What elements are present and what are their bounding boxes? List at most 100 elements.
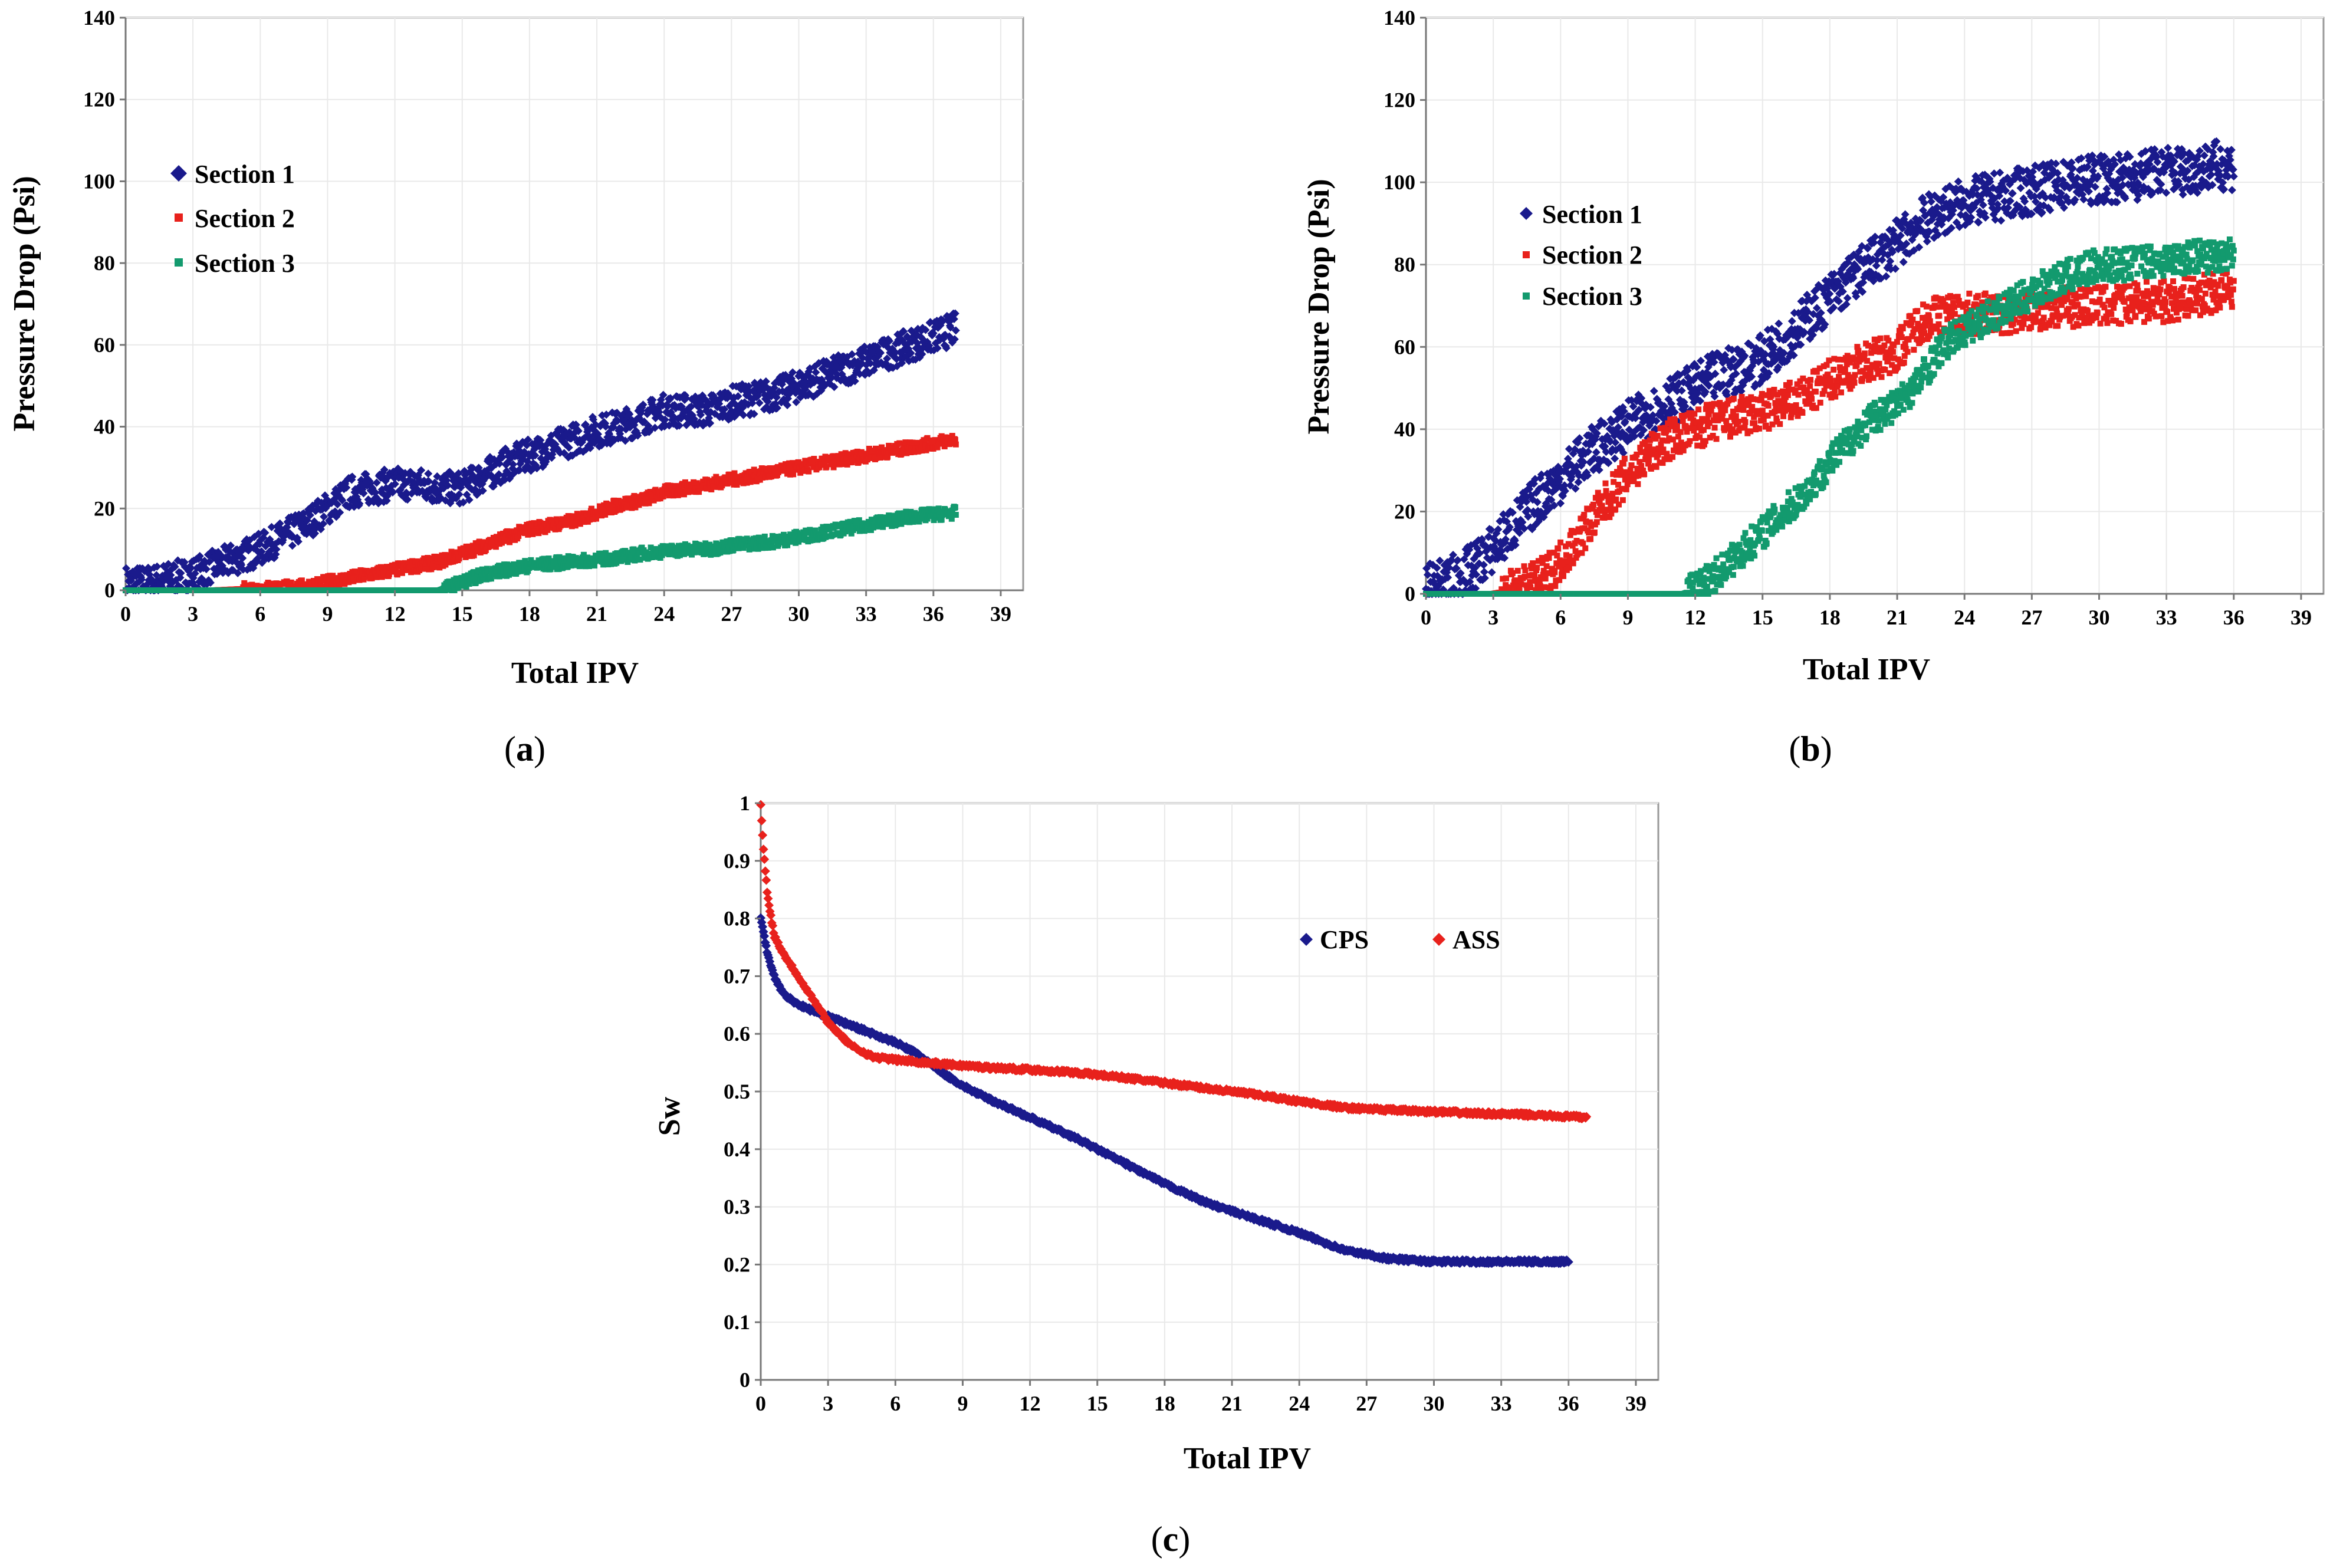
legend-marker-section-3-a <box>175 258 183 267</box>
data-point <box>417 466 426 475</box>
data-point <box>425 477 433 486</box>
data-point <box>675 421 683 430</box>
data-point <box>625 410 634 419</box>
data-point <box>494 470 503 479</box>
data-point <box>602 422 610 431</box>
y-tick-label: 80 <box>94 251 115 275</box>
data-point <box>790 471 797 478</box>
data-point <box>176 568 185 577</box>
x-tick-label: 9 <box>322 602 333 626</box>
data-point <box>275 519 284 528</box>
data-point <box>430 478 439 487</box>
data-point <box>170 563 179 571</box>
data-point <box>380 465 389 474</box>
data-point <box>659 390 668 399</box>
data-point <box>319 520 328 528</box>
data-point <box>122 564 131 573</box>
data-point <box>305 511 314 520</box>
data-point <box>348 472 357 481</box>
data-point <box>617 425 626 433</box>
data-point <box>336 508 344 517</box>
data-point <box>202 565 211 574</box>
data-point <box>271 550 280 558</box>
data-point <box>952 441 959 448</box>
data-point <box>663 402 672 411</box>
panel-caption-a: (a) <box>504 729 545 768</box>
x-tick-label: 12 <box>385 602 406 626</box>
data-point <box>226 541 235 550</box>
legend-label-section-3-a: Section 3 <box>195 249 295 278</box>
x-tick-label: 21 <box>586 602 607 626</box>
data-point <box>311 529 320 538</box>
data-point <box>206 578 215 587</box>
x-tick-label: 30 <box>788 602 810 626</box>
data-point <box>267 522 276 531</box>
panel-letter-a: a <box>516 729 534 768</box>
data-point <box>326 517 334 526</box>
legend-label-section-2-a: Section 2 <box>195 204 295 233</box>
y-tick-label: 140 <box>83 6 115 29</box>
y-tick-label: 60 <box>94 333 115 357</box>
data-point <box>320 512 328 521</box>
data-point <box>455 490 464 499</box>
data-point <box>640 418 649 426</box>
data-point <box>621 436 630 445</box>
data-point <box>137 575 146 584</box>
data-point <box>145 570 154 579</box>
data-point <box>272 545 281 554</box>
data-point <box>650 423 659 432</box>
y-axis-label-a: Pressure Drop (Psi) <box>8 176 41 431</box>
data-point <box>195 552 204 561</box>
chart-panel-a: 0 3 6 9 12 15 18 21 24 27 30 33 36 390204060801001201… <box>8 6 1024 768</box>
data-point <box>288 541 297 550</box>
data-point <box>952 512 959 518</box>
data-point <box>509 460 518 469</box>
data-point <box>403 495 412 504</box>
data-point <box>478 486 487 495</box>
data-point <box>465 495 474 504</box>
data-point <box>639 400 648 409</box>
legend-label-section-1-a: Section 1 <box>195 160 295 189</box>
data-point <box>234 568 242 577</box>
data-point <box>257 547 266 556</box>
data-point <box>164 560 173 568</box>
data-point <box>338 496 347 505</box>
data-point <box>359 489 368 498</box>
data-point <box>238 554 247 563</box>
data-point <box>443 481 452 490</box>
data-point <box>524 435 533 444</box>
data-point <box>952 504 958 511</box>
x-tick-label: 27 <box>721 602 742 626</box>
data-point <box>574 426 583 435</box>
data-point <box>633 431 642 440</box>
data-point <box>390 479 399 488</box>
data-point <box>355 499 364 508</box>
gridlines-a <box>124 17 1023 591</box>
data-point <box>153 562 162 571</box>
legend-marker-section-2-a <box>175 213 183 222</box>
series-section-1 <box>121 309 960 594</box>
data-point <box>696 410 705 419</box>
y-tick-label: 20 <box>94 497 115 520</box>
y-tick-label: 100 <box>83 169 115 193</box>
x-tick-label: 18 <box>519 602 540 626</box>
data-point <box>388 488 397 497</box>
data-point <box>690 415 699 423</box>
data-point <box>681 393 690 402</box>
data-point <box>706 419 715 428</box>
x-tick-label: 6 <box>255 602 265 626</box>
data-point <box>294 537 303 546</box>
data-point <box>564 443 573 452</box>
data-point <box>498 453 507 462</box>
x-axis-label-a: Total IPV <box>511 656 639 690</box>
x-tick-label: 39 <box>990 602 1011 626</box>
data-point <box>372 478 381 487</box>
y-tick-label: 120 <box>83 88 115 111</box>
data-point <box>424 469 433 478</box>
data-point <box>402 489 411 498</box>
x-tick-label: 15 <box>452 602 473 626</box>
data-point <box>660 415 669 424</box>
x-tick-label: 33 <box>856 602 877 626</box>
y-tick-label: 0 <box>104 578 115 602</box>
